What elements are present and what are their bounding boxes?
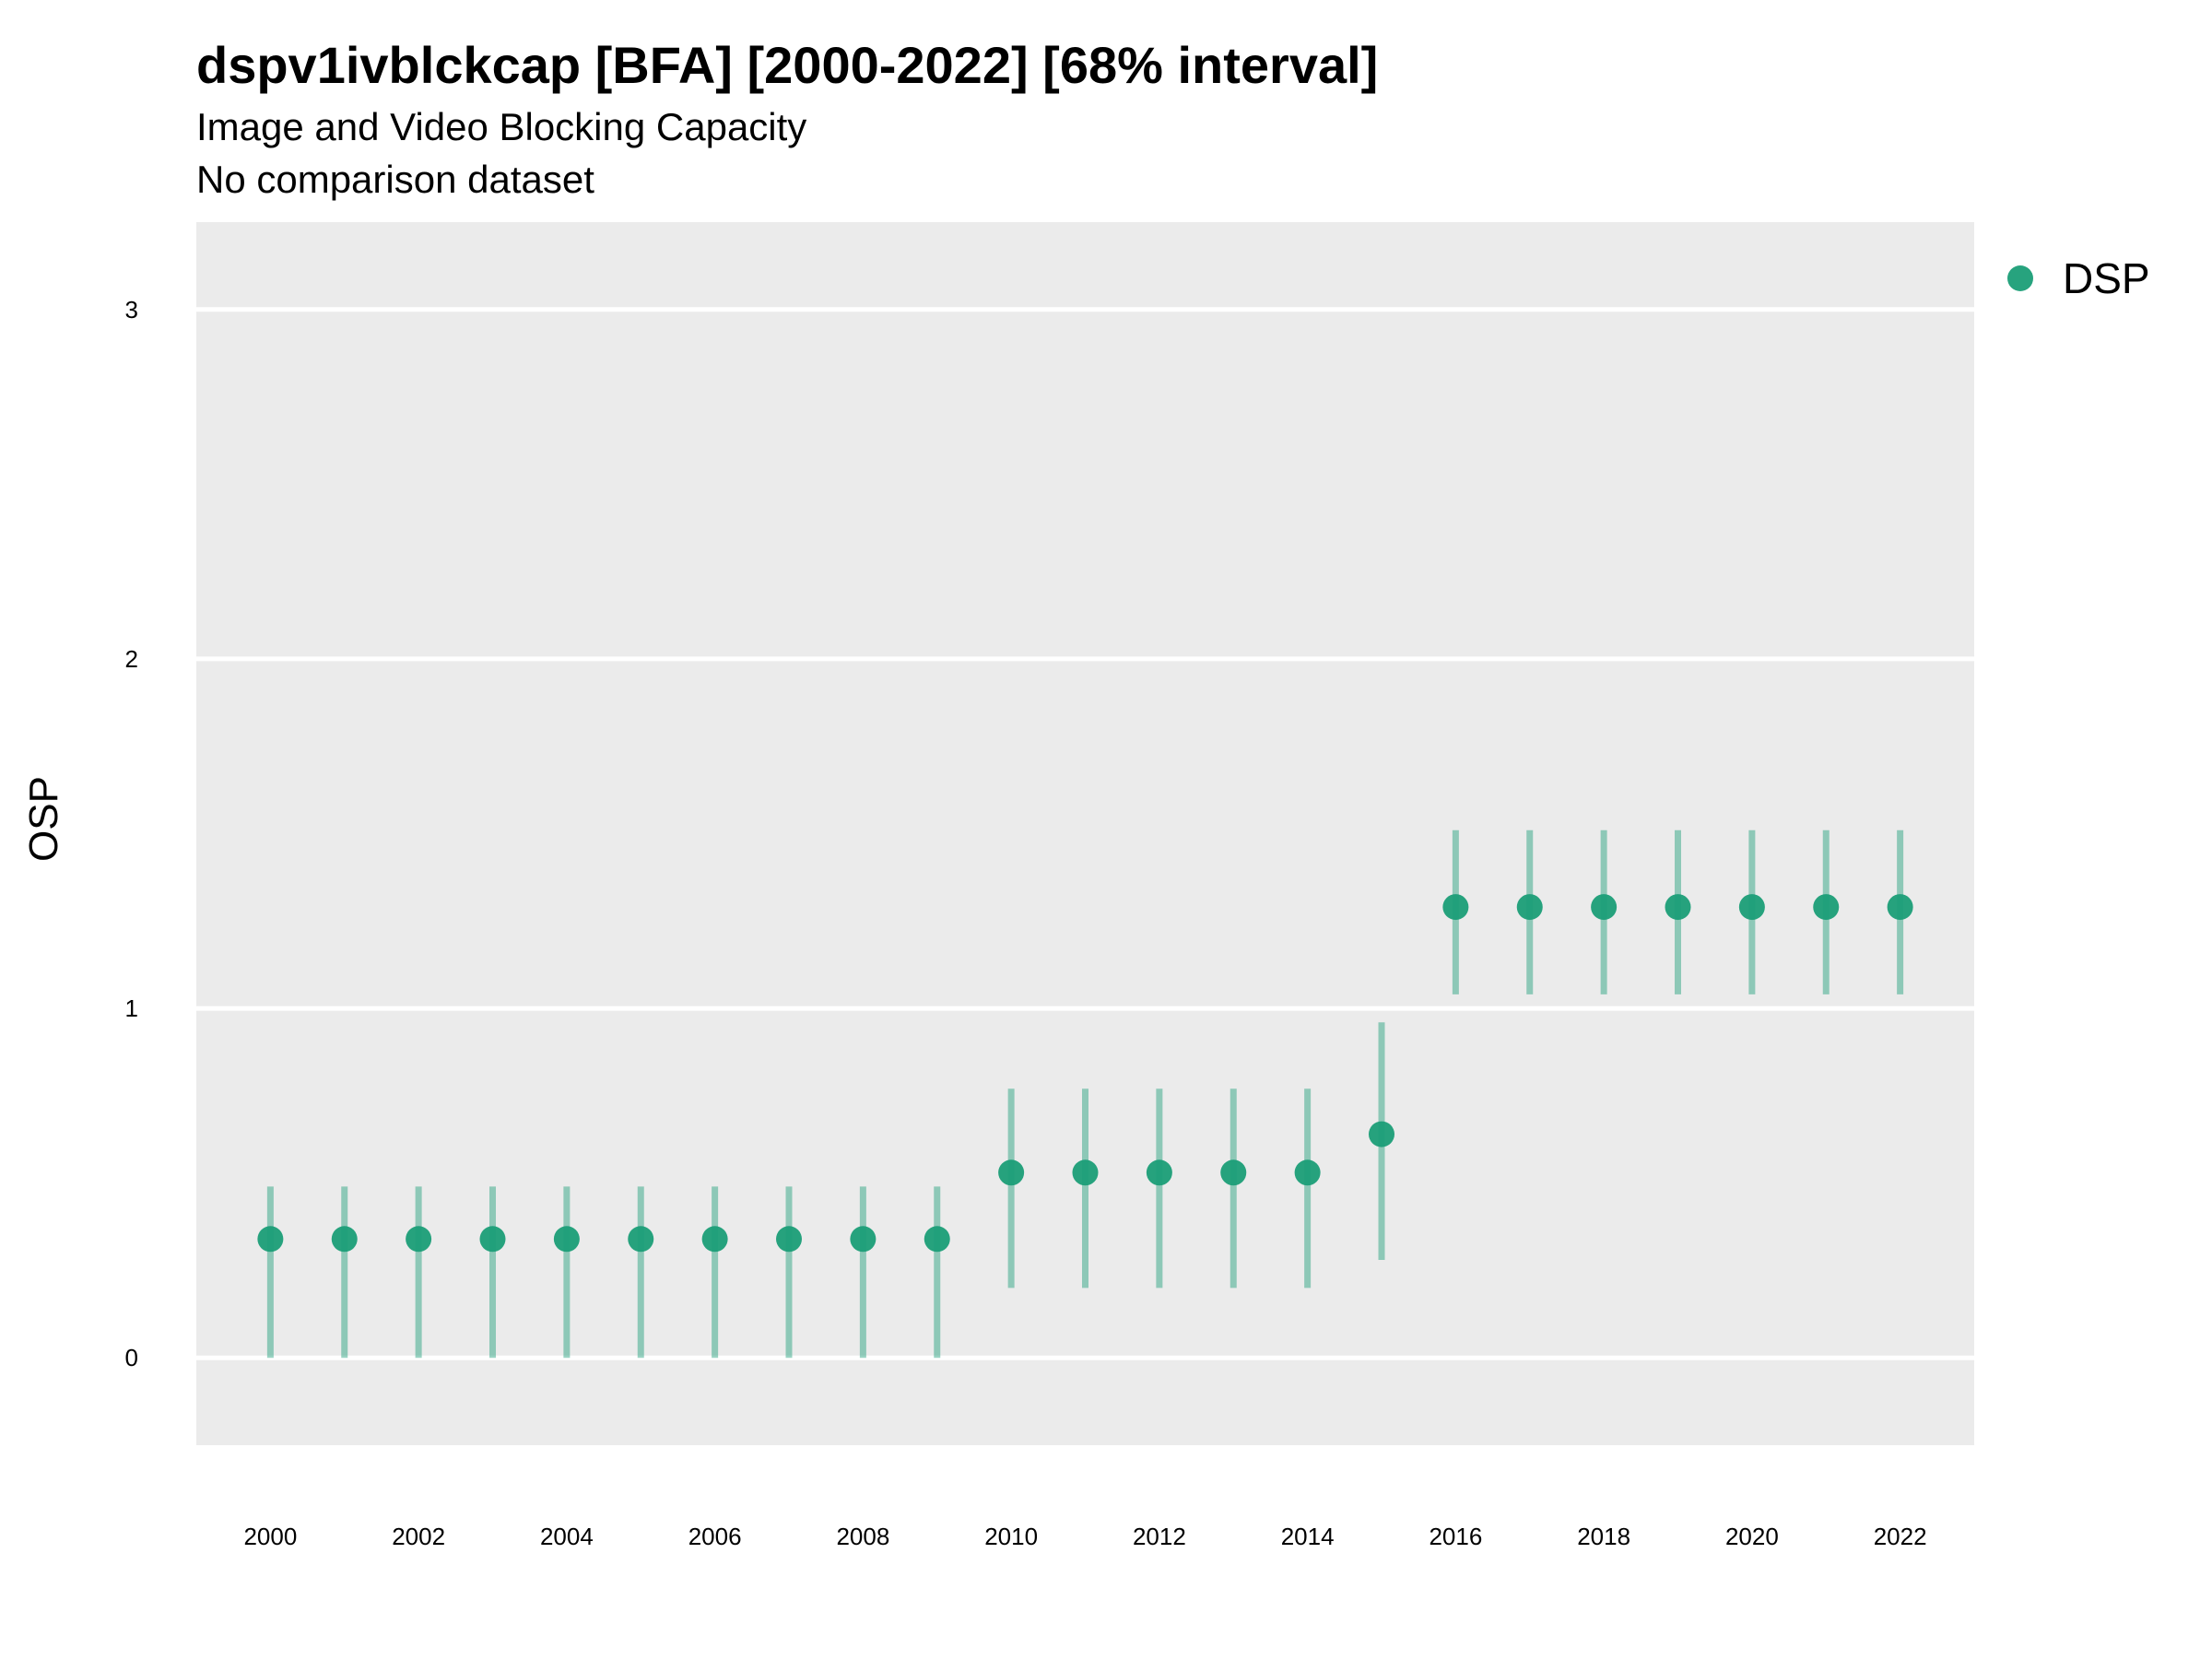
x-tick-label: 2006	[688, 1523, 742, 1550]
data-point	[628, 1226, 654, 1253]
x-axis-ticks: 2000 2002 2004 2006 2008 2010 2012 2014 2016 2018…	[243, 1523, 1926, 1550]
y-tick-label: 2	[125, 645, 138, 673]
data-point	[1813, 894, 1840, 921]
data-point	[1516, 894, 1543, 921]
data-point	[776, 1226, 802, 1253]
data-point	[1220, 1159, 1247, 1186]
data-points	[257, 894, 1913, 1253]
data-point	[1442, 894, 1469, 921]
data-point	[1738, 894, 1765, 921]
data-point	[1887, 894, 1913, 921]
data-point	[257, 1226, 284, 1253]
data-point	[331, 1226, 358, 1253]
x-tick-label: 2016	[1429, 1523, 1482, 1550]
x-tick-label: 2018	[1577, 1523, 1630, 1550]
x-tick-label: 2020	[1725, 1523, 1779, 1550]
x-tick-label: 2012	[1133, 1523, 1186, 1550]
data-point	[1294, 1159, 1321, 1186]
legend: DSP	[2007, 254, 2150, 302]
data-point	[998, 1159, 1025, 1186]
legend-label: DSP	[2063, 254, 2150, 302]
data-point	[406, 1226, 432, 1253]
x-tick-label: 2014	[1281, 1523, 1335, 1550]
y-tick-label: 1	[125, 994, 138, 1022]
y-tick-label: 3	[125, 296, 138, 324]
chart-subtitle: Image and Video Blocking Capacity	[196, 105, 807, 148]
data-point	[924, 1226, 950, 1253]
legend-marker	[2007, 265, 2033, 291]
x-tick-label: 2008	[836, 1523, 889, 1550]
data-point	[1665, 894, 1691, 921]
y-tick-label: 0	[125, 1344, 138, 1371]
x-tick-label: 2004	[540, 1523, 594, 1550]
data-point	[701, 1226, 728, 1253]
x-tick-label: 2000	[243, 1523, 297, 1550]
chart-caption: No comparison dataset	[196, 158, 594, 201]
x-tick-label: 2002	[392, 1523, 445, 1550]
grid-lines	[196, 307, 1974, 1360]
x-tick-label: 2022	[1874, 1523, 1927, 1550]
data-point	[479, 1226, 506, 1253]
y-axis-ticks: 0 1 2 3	[125, 296, 138, 1371]
x-tick-label: 2010	[984, 1523, 1038, 1550]
data-point	[1072, 1159, 1099, 1186]
data-point	[1146, 1159, 1172, 1186]
chart-title: dspv1ivblckcap [BFA] [2000-2022] [68% in…	[196, 36, 1379, 94]
data-point	[1591, 894, 1618, 921]
data-point	[553, 1226, 580, 1253]
error-bars	[266, 830, 1904, 1359]
data-point	[850, 1226, 877, 1253]
data-point	[1369, 1121, 1394, 1147]
y-axis-title: OSP	[21, 776, 66, 862]
